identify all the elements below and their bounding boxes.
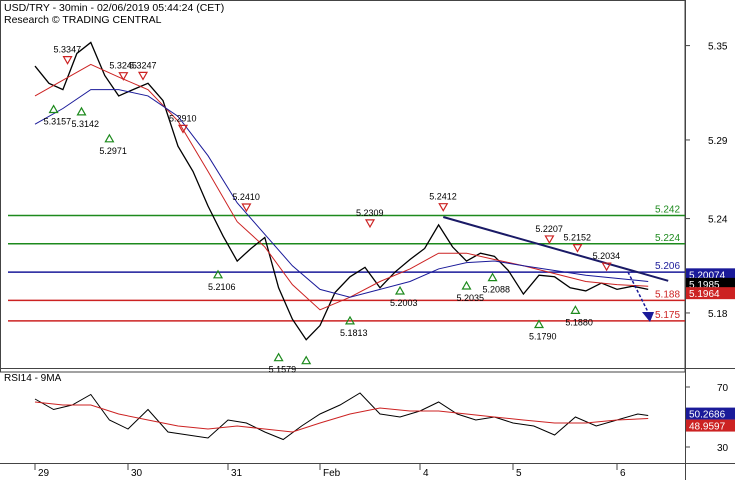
price-series-line <box>34 89 649 298</box>
price-series-line <box>34 63 649 311</box>
resistance-marker <box>601 262 612 272</box>
marker-label: 5.1880 <box>565 317 593 327</box>
rsi-label: 48.9597 <box>689 422 726 433</box>
trendline <box>442 216 669 282</box>
x-tick-label: 31 <box>231 468 243 479</box>
resistance-marker <box>572 243 583 253</box>
level-label: 5.224 <box>655 233 680 244</box>
x-tick-label: 29 <box>38 468 50 479</box>
price-label-box <box>686 268 735 281</box>
y-tick-label: 5.18 <box>708 309 728 320</box>
rsi-series-line <box>34 401 649 433</box>
resistance-marker <box>62 56 73 65</box>
resistance-marker <box>438 203 449 212</box>
marker-label: 5.2152 <box>563 233 591 243</box>
marker-label: 5.2207 <box>535 224 563 234</box>
y-tick-label: 5.29 <box>708 136 728 147</box>
rsi-series-line <box>34 392 649 441</box>
y-tick-label: 5.24 <box>708 215 728 226</box>
marker-label: 5.2035 <box>457 293 485 303</box>
price-label: 5.1964 <box>689 289 720 300</box>
marker-label: 5.2971 <box>99 146 127 156</box>
support-marker <box>344 315 356 325</box>
rsi-label-box <box>686 407 735 420</box>
resistance-marker <box>364 219 376 229</box>
marker-label: 5.2309 <box>356 208 384 218</box>
level-label: 5.206 <box>655 261 680 272</box>
chart-title: USD/TRY - 30min - 02/06/2019 05:44:24 (C… <box>4 2 225 14</box>
support-marker <box>212 269 224 279</box>
x-tick-label: 6 <box>620 468 626 479</box>
projection-line <box>627 271 649 313</box>
resistance-marker <box>118 72 129 81</box>
marker-label: 5.2412 <box>429 192 457 202</box>
x-tick-label: 4 <box>423 468 429 479</box>
support-marker <box>48 104 59 114</box>
marker-label: 5.3247 <box>129 60 157 70</box>
price-series-line <box>34 41 649 341</box>
marker-label: 5.1790 <box>529 332 557 342</box>
marker-label: 5.2410 <box>232 192 260 202</box>
x-tick-label: 5 <box>516 468 522 479</box>
marker-label: 5.3347 <box>54 45 82 55</box>
marker-label: 5.2910 <box>169 113 197 123</box>
support-marker <box>76 106 87 116</box>
resistance-marker <box>137 71 149 81</box>
price-panel-frame <box>0 0 686 373</box>
marker-label: 5.2088 <box>483 285 511 295</box>
marker-label: 5.2003 <box>390 298 418 308</box>
support-marker <box>533 319 545 329</box>
rsi-y-tick-label: 30 <box>717 443 729 454</box>
rsi-y-tick-label: 70 <box>717 383 729 394</box>
price-label: 5.1985 <box>689 280 720 291</box>
rsi-title: RSI14 - 9MA <box>4 373 62 384</box>
resistance-marker <box>544 235 555 245</box>
level-label: 5.242 <box>655 204 680 215</box>
rsi-label: 50.2686 <box>689 410 726 421</box>
marker-label: 5.2106 <box>208 282 236 292</box>
support-marker <box>273 352 284 362</box>
x-tick-label: 30 <box>131 468 143 479</box>
projection-arrowhead <box>642 312 654 322</box>
support-marker <box>104 133 115 143</box>
x-tick-label: Feb <box>323 468 341 479</box>
level-label: 5.188 <box>655 289 680 300</box>
marker-label: 5.1579 <box>269 365 297 375</box>
y-tick-label: 5.35 <box>708 42 728 53</box>
resistance-marker <box>241 203 252 213</box>
support-marker <box>394 285 406 295</box>
price-label-box <box>686 277 735 290</box>
price-label: 5.20074 <box>689 270 726 281</box>
marker-label: 5.2034 <box>593 251 621 261</box>
rsi-label-box <box>686 419 735 432</box>
resistance-marker <box>177 124 189 134</box>
support-marker <box>487 272 498 282</box>
support-marker <box>570 305 581 314</box>
price-label-box <box>686 287 735 300</box>
marker-label: 5.3142 <box>72 119 100 129</box>
marker-label: 5.3245 <box>109 61 137 71</box>
level-label: 5.175 <box>655 310 680 321</box>
support-marker <box>461 280 472 290</box>
marker-label: 5.1813 <box>340 328 368 338</box>
support-marker <box>301 355 312 365</box>
chart-source: Research © TRADING CENTRAL <box>4 14 162 26</box>
marker-label: 5.3157 <box>44 117 72 127</box>
